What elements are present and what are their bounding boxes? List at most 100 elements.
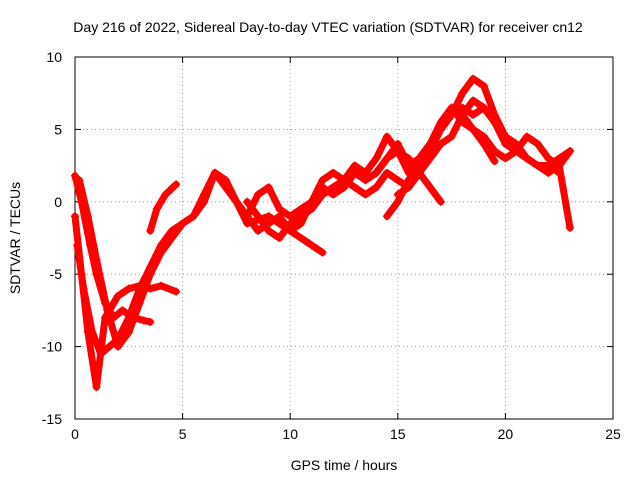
data-series (71, 74, 574, 392)
data-point-marker (458, 103, 467, 112)
data-point-marker (350, 161, 359, 170)
data-point-marker (383, 212, 392, 221)
data-point-marker (152, 205, 161, 214)
data-point-marker (105, 342, 114, 351)
data-point-marker (329, 168, 338, 177)
y-tick-label: -15 (42, 411, 62, 427)
data-point-marker (264, 212, 273, 221)
data-point-marker (533, 161, 542, 170)
data-point-marker (361, 168, 370, 177)
data-point-marker (167, 234, 176, 242)
data-point-marker (135, 299, 144, 308)
data-point-marker (447, 103, 456, 112)
data-point-marker (469, 125, 478, 134)
data-point-marker (103, 306, 112, 315)
data-point-marker (372, 168, 381, 177)
data-point-marker (426, 183, 435, 192)
data-point-marker (436, 197, 445, 206)
data-point-marker (92, 383, 101, 392)
data-point-marker (490, 118, 499, 127)
data-point-marker (253, 212, 262, 221)
data-point-marker (83, 212, 92, 221)
data-point-marker (75, 176, 84, 185)
data-point-marker (372, 154, 381, 163)
x-tick-label: 15 (390, 426, 406, 442)
data-point-marker (544, 168, 553, 177)
data-point-marker (318, 183, 327, 192)
data-point-marker (469, 110, 478, 119)
data-point-marker (161, 190, 170, 199)
data-point-marker (253, 190, 262, 199)
data-point-marker (340, 176, 348, 185)
data-point-marker (275, 205, 284, 214)
data-point-marker (88, 328, 97, 337)
data-point-marker (318, 176, 327, 185)
data-point-marker (436, 139, 445, 148)
data-point-marker (501, 132, 510, 141)
data-point-marker (404, 183, 413, 192)
y-tick-labels: -15 -10 -5 0 5 10 (42, 49, 62, 427)
data-point-marker (490, 157, 499, 166)
data-point-marker (243, 212, 252, 221)
data-point-marker (210, 168, 219, 177)
data-point-marker (329, 183, 338, 192)
y-tick-label: -5 (50, 266, 63, 282)
data-point-marker (178, 219, 187, 228)
data-point-marker (232, 197, 241, 206)
data-point-marker (340, 183, 348, 192)
y-tick-label: 0 (54, 194, 62, 210)
y-tick-label: 5 (54, 121, 62, 137)
series-track-10 (393, 103, 499, 199)
data-point-marker (361, 176, 370, 185)
data-point-marker (415, 168, 424, 177)
data-point-marker (372, 183, 381, 192)
data-point-marker (329, 190, 338, 199)
data-point-marker (522, 132, 531, 141)
x-axis-label: GPS time / hours (291, 457, 398, 473)
data-point-marker (555, 168, 564, 177)
x-tick-label: 5 (179, 426, 187, 442)
data-point-marker (479, 139, 488, 148)
data-point-marker (172, 287, 181, 296)
data-point-marker (393, 190, 402, 199)
series-trace (394, 104, 499, 199)
data-point-marker (469, 96, 478, 105)
data-point-marker (114, 291, 123, 300)
series-trace (75, 169, 445, 351)
series-track-5 (75, 168, 445, 351)
data-point-marker (565, 147, 574, 156)
data-point-marker (172, 180, 181, 189)
data-point-marker (114, 342, 123, 351)
chart-title: Day 216 of 2022, Sidereal Day-to-day VTE… (73, 19, 583, 35)
x-tick-label: 0 (71, 426, 79, 442)
data-point-marker (71, 212, 79, 221)
data-point-marker (383, 168, 392, 177)
data-point-marker (189, 212, 198, 221)
data-point-marker (361, 190, 370, 199)
grid (75, 57, 613, 419)
data-point-marker (479, 81, 488, 90)
x-tick-label: 20 (498, 426, 514, 442)
data-point-marker (458, 110, 467, 119)
data-point-marker (296, 219, 305, 228)
data-point-marker (124, 328, 133, 337)
data-point-marker (146, 226, 155, 235)
y-tick-label: -10 (42, 339, 62, 355)
data-point-marker (253, 226, 262, 235)
data-point-marker (383, 154, 392, 163)
data-point-marker (393, 176, 402, 185)
data-point-marker (264, 226, 273, 235)
data-point-marker (157, 281, 166, 290)
data-point-marker (447, 132, 456, 141)
y-tick-label: 10 (46, 49, 62, 65)
data-point-marker (533, 139, 542, 148)
data-point-marker (139, 316, 148, 325)
data-point-marker (522, 154, 531, 163)
data-point-marker (296, 205, 305, 214)
data-point-marker (286, 219, 295, 228)
data-point-marker (73, 241, 82, 250)
data-point-marker (243, 197, 252, 206)
data-point-marker (393, 147, 402, 156)
data-point-marker (275, 234, 284, 242)
